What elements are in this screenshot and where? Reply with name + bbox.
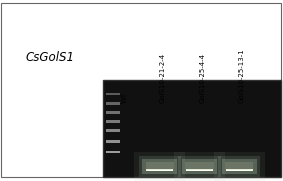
Bar	[182, 159, 217, 174]
Bar	[222, 159, 257, 174]
Bar	[226, 170, 252, 172]
Text: CsGolS1: CsGolS1	[25, 51, 74, 64]
Bar	[139, 156, 181, 177]
Text: GolS10-25-13-1: GolS10-25-13-1	[239, 49, 245, 103]
Bar	[106, 120, 120, 123]
Bar	[185, 162, 214, 172]
Bar	[178, 156, 221, 177]
Bar	[103, 80, 281, 177]
Bar	[186, 169, 213, 172]
Text: GolS10-21-2-4: GolS10-21-2-4	[160, 53, 166, 103]
Bar	[174, 152, 225, 181]
Bar	[134, 152, 185, 181]
Bar	[218, 156, 260, 177]
Bar	[106, 140, 120, 143]
Bar	[106, 111, 120, 114]
Bar	[186, 170, 213, 172]
Bar	[225, 162, 253, 172]
Bar	[106, 93, 120, 96]
Text: GolS10-25-4-4: GolS10-25-4-4	[199, 53, 205, 103]
Bar	[214, 152, 265, 181]
Bar	[106, 129, 120, 132]
Bar	[226, 169, 253, 172]
Bar	[146, 169, 173, 172]
Bar	[106, 102, 120, 104]
Bar	[146, 162, 174, 172]
Bar	[147, 170, 173, 172]
Text: WT: WT	[121, 92, 128, 103]
Bar	[142, 159, 177, 174]
Bar	[106, 151, 120, 153]
